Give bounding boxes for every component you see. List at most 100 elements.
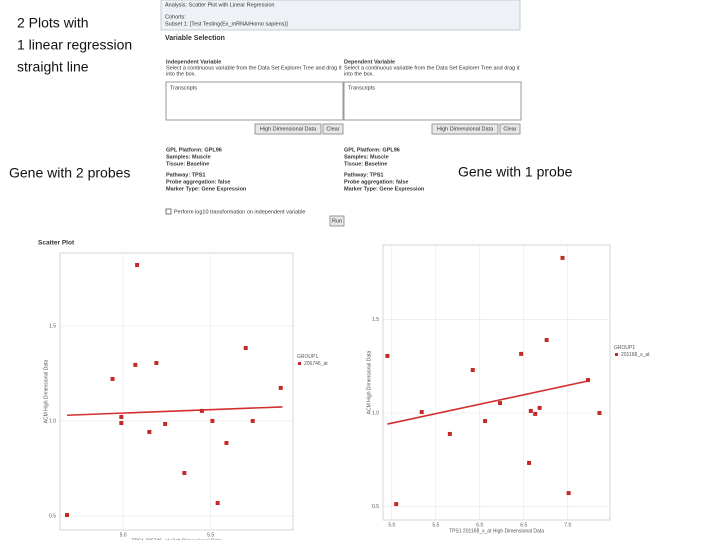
info-line: Samples: Muscle [344,154,389,160]
point [533,411,538,416]
button[interactable] [499,123,521,135]
point [419,410,424,415]
point [215,501,220,506]
dependent-title: Dependent Variable [344,59,395,65]
button[interactable] [254,123,322,135]
info-line: Pathway: TPS1 [344,172,383,178]
point [597,410,602,415]
legend-title: GROUP1 [297,354,318,360]
point [385,353,390,358]
point [566,491,571,496]
checkbox[interactable] [165,208,172,215]
y-tick-label: 1.0 [49,418,56,424]
info-line: GPL Platform: GPL96 [166,147,222,153]
point [210,418,215,423]
checkbox-label: Perform log10 transformation on independ… [174,209,305,215]
point [278,385,283,390]
x-tick-label: 6.5 [520,522,527,528]
y-tick-label: 1.5 [49,323,56,329]
regression-line [387,380,589,425]
y-tick-label: 0.5 [49,513,56,519]
drop-box[interactable] [165,81,344,121]
x-tick-label: 6.0 [476,522,483,528]
annotation: straight line [17,59,89,75]
point [560,255,565,260]
drop-box-item: Transcripts [348,85,375,91]
info-line: Samples: Muscle [166,154,211,160]
point [544,338,549,343]
x-tick-label: 5.5 [432,522,439,528]
x-axis-label: TPS1 206746_at High Dimensional Data [131,538,221,540]
info-line: Tissue: Baseline [166,161,209,167]
button-label: Clear [326,126,339,132]
button-label: Clear [503,126,516,132]
point [537,405,542,410]
x-tick-label: 7.0 [564,522,571,528]
point [447,431,452,436]
point [528,408,533,413]
point [250,418,255,423]
point [527,460,532,465]
independent-title: Independent Variable [166,59,221,65]
y-tick-label: 1.5 [372,317,379,323]
point [133,362,138,367]
info-line: Pathway: TPS1 [166,172,205,178]
plot-area [382,244,611,521]
independent-desc: Select a continuous variable from the Da… [166,65,342,71]
info-line: Tissue: Baseline [344,161,387,167]
point [119,421,124,426]
point [470,367,475,372]
drop-box[interactable] [343,81,522,121]
point [394,502,399,507]
point [182,471,187,476]
info-line: Probe aggregation: false [344,179,409,185]
panel-title: Analysis: Scatter Plot with Linear Regre… [165,2,274,8]
cohorts-label: Cohorts: [165,14,186,20]
point [483,419,488,424]
point [519,351,524,356]
point [147,429,152,434]
analysis-panel: Analysis: Scatter Plot with Linear Regre… [160,0,522,227]
point [135,262,140,267]
y-axis-label: ACM High Dimensional Data [43,359,49,423]
legend-swatch [615,353,618,356]
point [110,376,115,381]
x-tick-label: 5.0 [388,522,395,528]
y-tick-label: 1.0 [372,410,379,416]
legend-title: GROUP1 [614,345,635,351]
point [224,440,229,445]
button-label: High Dimensional Data [437,126,494,132]
annotation: Gene with 1 probe [458,164,573,180]
plot-title: Scatter Plot [38,240,75,247]
point [586,378,591,383]
annotation: 1 linear regression [17,37,132,53]
point [199,408,204,413]
dependent-desc: Select a continuous variable from the Da… [344,65,520,71]
button-label: High Dimensional Data [260,126,317,132]
drop-box-item: Transcripts [170,85,197,91]
plot-area [59,252,294,531]
legend-label: 201168_x_at [621,352,650,358]
point [498,401,503,406]
x-tick-label: 5.5 [207,532,214,538]
button[interactable] [431,123,499,135]
info-line: Probe aggregation: false [166,179,231,185]
independent-desc: into the box. [166,71,196,77]
point [154,361,159,366]
button[interactable] [322,123,344,135]
dependent-desc: into the box. [344,71,374,77]
info-line: Marker Type: Gene Expression [344,186,425,192]
point [243,345,248,350]
button-label: Run [332,218,342,224]
run-button[interactable] [329,215,345,227]
info-line: Marker Type: Gene Expression [166,186,247,192]
y-axis-label: ACM High Dimensional Data [366,350,372,414]
info-line: GPL Platform: GPL96 [344,147,400,153]
point [65,512,70,517]
point [119,414,124,419]
regression-line [66,406,283,417]
x-axis-label: TPS1 201168_x_at High Dimensional Data [449,528,544,534]
